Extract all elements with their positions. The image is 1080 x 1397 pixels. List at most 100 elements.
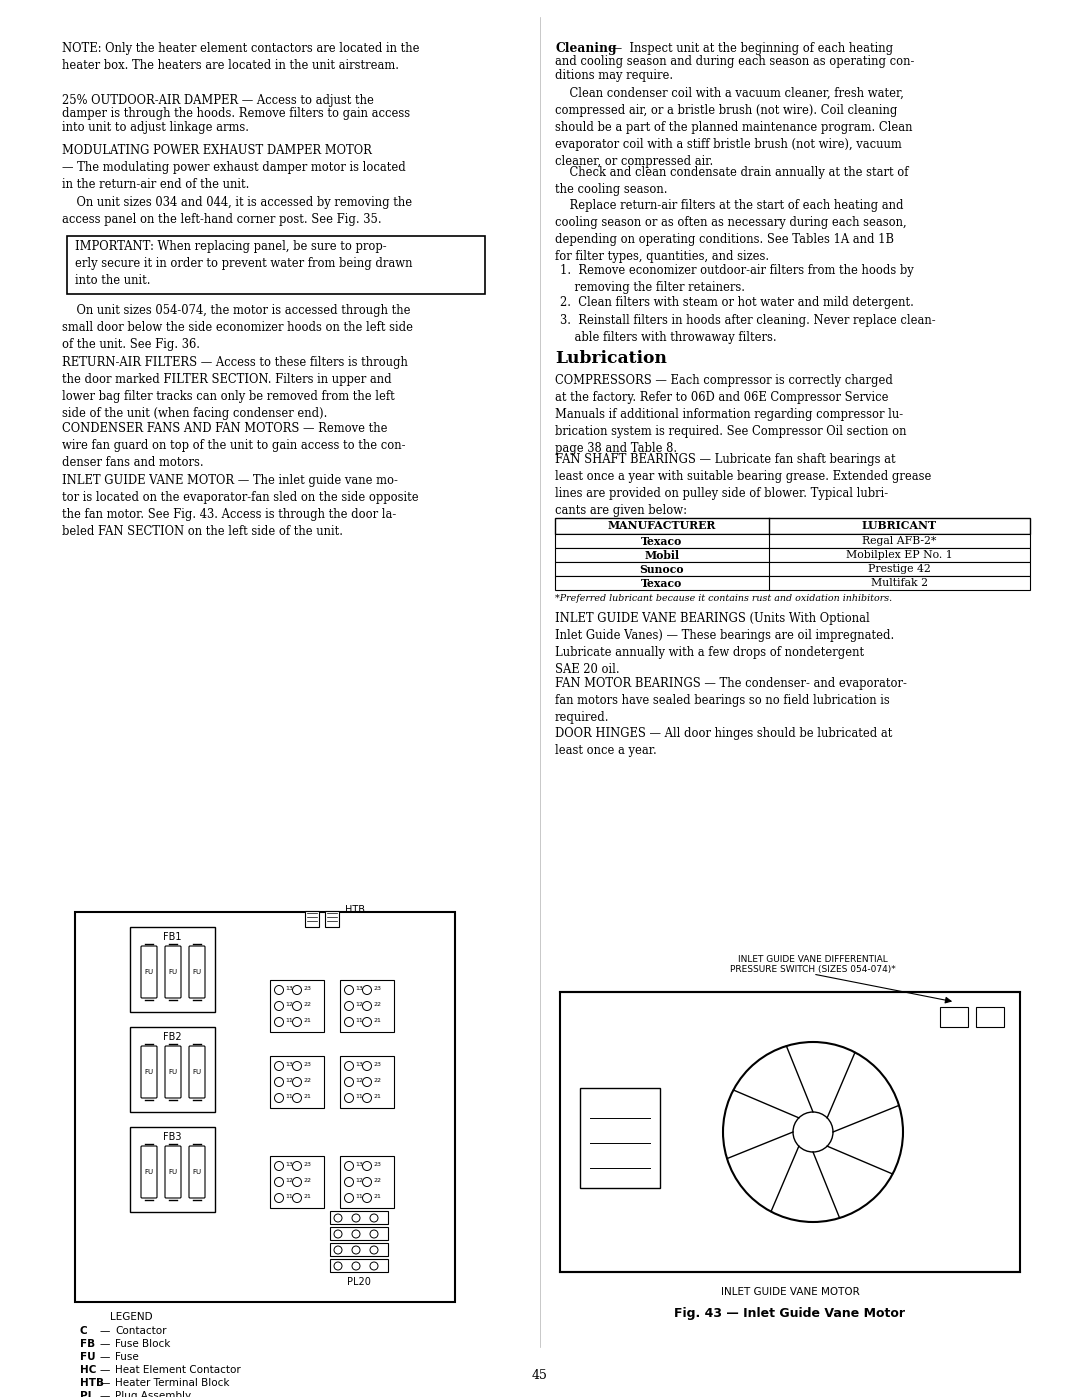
Text: 22: 22 [373, 1077, 381, 1083]
FancyBboxPatch shape [130, 928, 215, 1011]
FancyBboxPatch shape [555, 562, 1030, 576]
Text: 21: 21 [303, 1017, 311, 1023]
Text: 22: 22 [373, 1178, 381, 1182]
Text: FU: FU [192, 1169, 202, 1175]
FancyBboxPatch shape [330, 1259, 388, 1273]
Text: PL20: PL20 [347, 1277, 370, 1287]
Text: On unit sizes 054-074, the motor is accessed through the
small door below the si: On unit sizes 054-074, the motor is acce… [62, 305, 413, 351]
Text: —: — [100, 1338, 110, 1350]
Text: 13: 13 [355, 1062, 363, 1066]
Text: Check and clean condensate drain annually at the start of
the cooling season.: Check and clean condensate drain annuall… [555, 166, 908, 196]
Text: Heat Element Contactor: Heat Element Contactor [114, 1365, 241, 1375]
Text: 23: 23 [373, 985, 381, 990]
FancyBboxPatch shape [270, 1155, 324, 1208]
Text: HTB: HTB [80, 1377, 104, 1389]
Text: Mobil: Mobil [645, 550, 679, 562]
Text: 21: 21 [373, 1094, 381, 1098]
Text: 12: 12 [355, 1002, 363, 1006]
Text: Fig. 43 — Inlet Guide Vane Motor: Fig. 43 — Inlet Guide Vane Motor [675, 1308, 905, 1320]
Text: NOTE: Only the heater element contactors are located in the
heater box. The heat: NOTE: Only the heater element contactors… [62, 42, 419, 73]
FancyBboxPatch shape [580, 1088, 660, 1187]
Text: COMPRESSORS — Each compressor is correctly charged
at the factory. Refer to 06D : COMPRESSORS — Each compressor is correct… [555, 374, 906, 455]
Text: and cooling season and during each season as operating con-: and cooling season and during each seaso… [555, 56, 915, 68]
Text: Plug Assembly: Plug Assembly [114, 1391, 191, 1397]
Text: MODULATING POWER EXHAUST DAMPER MOTOR
— The modulating power exhaust damper moto: MODULATING POWER EXHAUST DAMPER MOTOR — … [62, 144, 406, 191]
Text: Texaco: Texaco [642, 578, 683, 590]
FancyBboxPatch shape [340, 1155, 394, 1208]
Text: 12: 12 [285, 1178, 293, 1182]
Text: MANUFACTURER: MANUFACTURER [608, 520, 716, 531]
Text: LUBRICANT: LUBRICANT [862, 520, 937, 531]
Text: FB: FB [80, 1338, 95, 1350]
Text: FU: FU [168, 1169, 177, 1175]
Text: Sunoco: Sunoco [639, 564, 684, 576]
Text: 13: 13 [285, 985, 293, 990]
Text: 23: 23 [303, 1161, 311, 1166]
Text: 21: 21 [373, 1017, 381, 1023]
Text: damper is through the hoods. Remove filters to gain access: damper is through the hoods. Remove filt… [62, 108, 410, 120]
Text: INLET GUIDE VANE MOTOR: INLET GUIDE VANE MOTOR [720, 1287, 860, 1296]
Text: 22: 22 [373, 1002, 381, 1006]
Text: INLET GUIDE VANE DIFFERENTIAL
PRESSURE SWITCH (SIZES 054-074)*: INLET GUIDE VANE DIFFERENTIAL PRESSURE S… [730, 954, 896, 974]
FancyBboxPatch shape [555, 548, 1030, 562]
Text: —: — [100, 1365, 110, 1375]
Text: Contactor: Contactor [114, 1326, 166, 1336]
Text: CONDENSER FANS AND FAN MOTORS — Remove the
wire fan guard on top of the unit to : CONDENSER FANS AND FAN MOTORS — Remove t… [62, 422, 405, 469]
Text: 12: 12 [285, 1002, 293, 1006]
Text: PL: PL [80, 1391, 94, 1397]
Text: LEGEND: LEGEND [110, 1312, 152, 1322]
Text: —: — [100, 1326, 110, 1336]
Text: HTB: HTB [345, 905, 365, 915]
Text: 2.  Clean filters with steam or hot water and mild detergent.: 2. Clean filters with steam or hot water… [561, 296, 914, 309]
Text: 21: 21 [373, 1193, 381, 1199]
Text: —  Inspect unit at the beginning of each heating: — Inspect unit at the beginning of each … [607, 42, 893, 54]
FancyBboxPatch shape [340, 981, 394, 1032]
Text: 11: 11 [355, 1017, 363, 1023]
Text: FB2: FB2 [163, 1032, 181, 1042]
FancyBboxPatch shape [270, 981, 324, 1032]
Text: —: — [100, 1352, 110, 1362]
Text: FU: FU [192, 1069, 202, 1076]
Text: FAN SHAFT BEARINGS — Lubricate fan shaft bearings at
least once a year with suit: FAN SHAFT BEARINGS — Lubricate fan shaft… [555, 453, 931, 517]
Text: 23: 23 [303, 985, 311, 990]
FancyBboxPatch shape [75, 912, 455, 1302]
FancyBboxPatch shape [67, 236, 485, 293]
Text: 13: 13 [355, 1161, 363, 1166]
Text: 12: 12 [355, 1077, 363, 1083]
Text: Prestige 42: Prestige 42 [868, 564, 931, 574]
Text: FU: FU [168, 970, 177, 975]
FancyBboxPatch shape [165, 1046, 181, 1098]
Text: Fuse: Fuse [114, 1352, 138, 1362]
FancyBboxPatch shape [189, 1046, 205, 1098]
Text: On unit sizes 034 and 044, it is accessed by removing the
access panel on the le: On unit sizes 034 and 044, it is accesse… [62, 196, 413, 226]
Text: Mobilplex EP No. 1: Mobilplex EP No. 1 [846, 550, 953, 560]
Text: 11: 11 [285, 1094, 293, 1098]
Text: 21: 21 [303, 1193, 311, 1199]
FancyBboxPatch shape [555, 534, 1030, 548]
Text: FU: FU [168, 1069, 177, 1076]
FancyBboxPatch shape [189, 1146, 205, 1199]
FancyBboxPatch shape [305, 911, 319, 928]
FancyBboxPatch shape [561, 992, 1020, 1273]
FancyBboxPatch shape [130, 1127, 215, 1213]
Text: Heater Terminal Block: Heater Terminal Block [114, 1377, 229, 1389]
Text: 11: 11 [285, 1017, 293, 1023]
FancyBboxPatch shape [330, 1243, 388, 1256]
Text: 1.  Remove economizer outdoor-air filters from the hoods by
    removing the fil: 1. Remove economizer outdoor-air filters… [561, 264, 914, 293]
Text: 45: 45 [532, 1369, 548, 1382]
Text: Texaco: Texaco [642, 536, 683, 548]
Text: —: — [100, 1377, 110, 1389]
Text: C: C [80, 1326, 87, 1336]
Text: Clean condenser coil with a vacuum cleaner, fresh water,
compressed air, or a br: Clean condenser coil with a vacuum clean… [555, 87, 913, 168]
Text: 11: 11 [355, 1094, 363, 1098]
Text: FU: FU [145, 1169, 153, 1175]
Text: 22: 22 [303, 1178, 311, 1182]
Text: 3.  Reinstall filters in hoods after cleaning. Never replace clean-
    able fil: 3. Reinstall filters in hoods after clea… [561, 314, 935, 344]
FancyBboxPatch shape [330, 1227, 388, 1241]
FancyBboxPatch shape [189, 946, 205, 997]
Text: HC: HC [80, 1365, 96, 1375]
Text: 11: 11 [355, 1193, 363, 1199]
Text: FAN MOTOR BEARINGS — The condenser- and evaporator-
fan motors have sealed beari: FAN MOTOR BEARINGS — The condenser- and … [555, 678, 907, 724]
FancyBboxPatch shape [130, 1027, 215, 1112]
Text: —: — [100, 1391, 110, 1397]
